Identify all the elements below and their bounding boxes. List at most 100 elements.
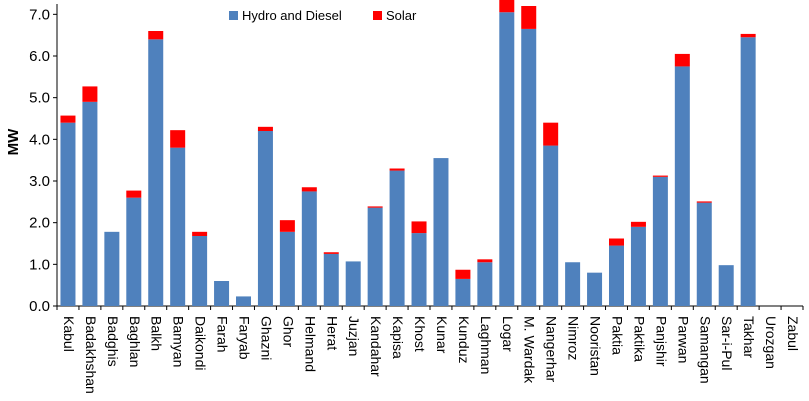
category-label: Farah <box>215 316 231 353</box>
category-labels: Kabul Badakhshan Badghis Baghlan Balkh Bamyan… <box>61 316 801 394</box>
legend-label-1: Solar <box>386 8 417 23</box>
category-label: Parwan <box>675 316 691 363</box>
bar-solar-18 <box>455 269 471 279</box>
y-axis-title: MW <box>5 128 22 155</box>
bar-hydro-diesel-9 <box>257 131 273 306</box>
bar-hydro-diesel-22 <box>543 145 559 306</box>
bar-solar-26 <box>630 221 646 227</box>
bar-hydro-diesel-2 <box>104 231 120 306</box>
category-label: Kunar <box>434 316 450 354</box>
bar-hydro-diesel-30 <box>718 265 734 306</box>
bar-hydro-diesel-31 <box>740 37 756 306</box>
bar-hydro-diesel-5 <box>170 147 186 306</box>
bar-solar-10 <box>279 220 295 232</box>
bar-solar-19 <box>477 259 493 263</box>
legend-label-0: Hydro and Diesel <box>242 8 342 23</box>
category-label: Kunduz <box>456 316 472 363</box>
category-label: Badakhshan <box>83 316 99 394</box>
category-label: Takhar <box>741 316 757 358</box>
bar-hydro-diesel-4 <box>148 39 164 306</box>
bar-solar-6 <box>192 231 208 236</box>
y-tick-label: 3.0 <box>29 173 50 190</box>
bar-hydro-diesel-15 <box>389 170 405 306</box>
category-label: Kandahar <box>368 316 384 377</box>
bar-solar-20 <box>499 0 515 13</box>
bar-hydro-diesel-8 <box>236 296 251 306</box>
bar-solar-21 <box>521 6 537 29</box>
category-label: Kapisa <box>390 316 406 359</box>
bar-solar-15 <box>389 168 405 171</box>
bar-solar-14 <box>367 206 383 208</box>
category-label: Logar <box>500 316 516 352</box>
bar-hydro-diesel-26 <box>630 226 646 306</box>
bar-hydro-diesel-24 <box>587 272 603 306</box>
bar-solar-5 <box>170 130 186 148</box>
legend-swatch-0 <box>229 11 238 20</box>
y-tick-label: 0.0 <box>29 298 50 315</box>
category-label: Paktia <box>610 316 626 355</box>
category-label: Ghazni <box>258 316 274 360</box>
bar-hydro-diesel-23 <box>565 262 581 306</box>
bar-hydro-diesel-27 <box>652 176 668 306</box>
category-label: Kabul <box>61 316 77 352</box>
bar-solar-3 <box>126 190 142 198</box>
bar-solar-11 <box>301 187 317 192</box>
category-label: Faryab <box>237 316 253 360</box>
bar-hydro-diesel-19 <box>477 262 493 306</box>
bar-solar-27 <box>652 175 668 177</box>
y-tick-label: 4.0 <box>29 131 50 148</box>
category-label: Baghlan <box>127 316 143 367</box>
category-label: Urozgan <box>763 316 779 369</box>
bar-hydro-diesel-29 <box>696 202 712 306</box>
category-label: Nooristan <box>588 316 604 376</box>
bars <box>60 0 756 307</box>
category-label: Balkh <box>149 316 165 351</box>
bar-solar-16 <box>411 221 427 234</box>
category-label: Laghman <box>478 316 494 374</box>
bar-solar-28 <box>674 53 690 67</box>
bar-hydro-diesel-6 <box>192 236 208 306</box>
category-label: Helmand <box>302 316 318 372</box>
category-label: Ghor <box>280 316 296 347</box>
category-label: Khost <box>412 316 428 352</box>
bar-hydro-diesel-12 <box>323 253 339 306</box>
category-label: Sar-i-Pul <box>719 316 735 370</box>
bar-solar-25 <box>609 238 624 246</box>
bar-hydro-diesel-1 <box>82 101 98 306</box>
bar-hydro-diesel-3 <box>126 197 142 306</box>
bar-solar-31 <box>740 33 756 38</box>
category-label: Nangerhar <box>544 316 560 382</box>
bar-solar-4 <box>148 31 164 40</box>
bar-hydro-diesel-18 <box>455 278 471 306</box>
bar-hydro-diesel-10 <box>279 231 295 306</box>
bar-solar-29 <box>696 201 712 203</box>
y-tick-label: 6.0 <box>29 48 50 65</box>
bar-hydro-diesel-14 <box>367 207 383 306</box>
category-label: M. Wardak <box>522 316 538 384</box>
bar-hydro-diesel-20 <box>499 12 515 306</box>
bar-solar-12 <box>323 252 339 254</box>
legend-swatch-1 <box>373 11 382 20</box>
y-tick-label: 1.0 <box>29 256 50 273</box>
bar-hydro-diesel-21 <box>521 28 537 307</box>
bar-hydro-diesel-11 <box>301 191 317 306</box>
bar-hydro-diesel-7 <box>214 281 230 306</box>
bar-hydro-diesel-17 <box>433 158 449 306</box>
bar-hydro-diesel-13 <box>345 261 361 306</box>
bar-solar-22 <box>543 122 559 146</box>
bar-hydro-diesel-16 <box>411 233 427 306</box>
y-tick-label: 7.0 <box>29 6 50 23</box>
category-label: Samangan <box>697 316 713 384</box>
y-tick-label: 2.0 <box>29 215 50 232</box>
category-label: Herat <box>324 316 340 350</box>
category-label: Juzjan <box>346 316 362 356</box>
bar-solar-9 <box>257 126 273 131</box>
bar-hydro-diesel-28 <box>674 66 690 307</box>
bar-solar-1 <box>82 86 98 102</box>
bar-solar-0 <box>60 115 76 123</box>
category-label: Badghis <box>105 316 121 367</box>
y-tick-label: 5.0 <box>29 90 50 107</box>
category-label: Paktika <box>631 316 647 362</box>
category-label: Nimroz <box>566 316 582 360</box>
